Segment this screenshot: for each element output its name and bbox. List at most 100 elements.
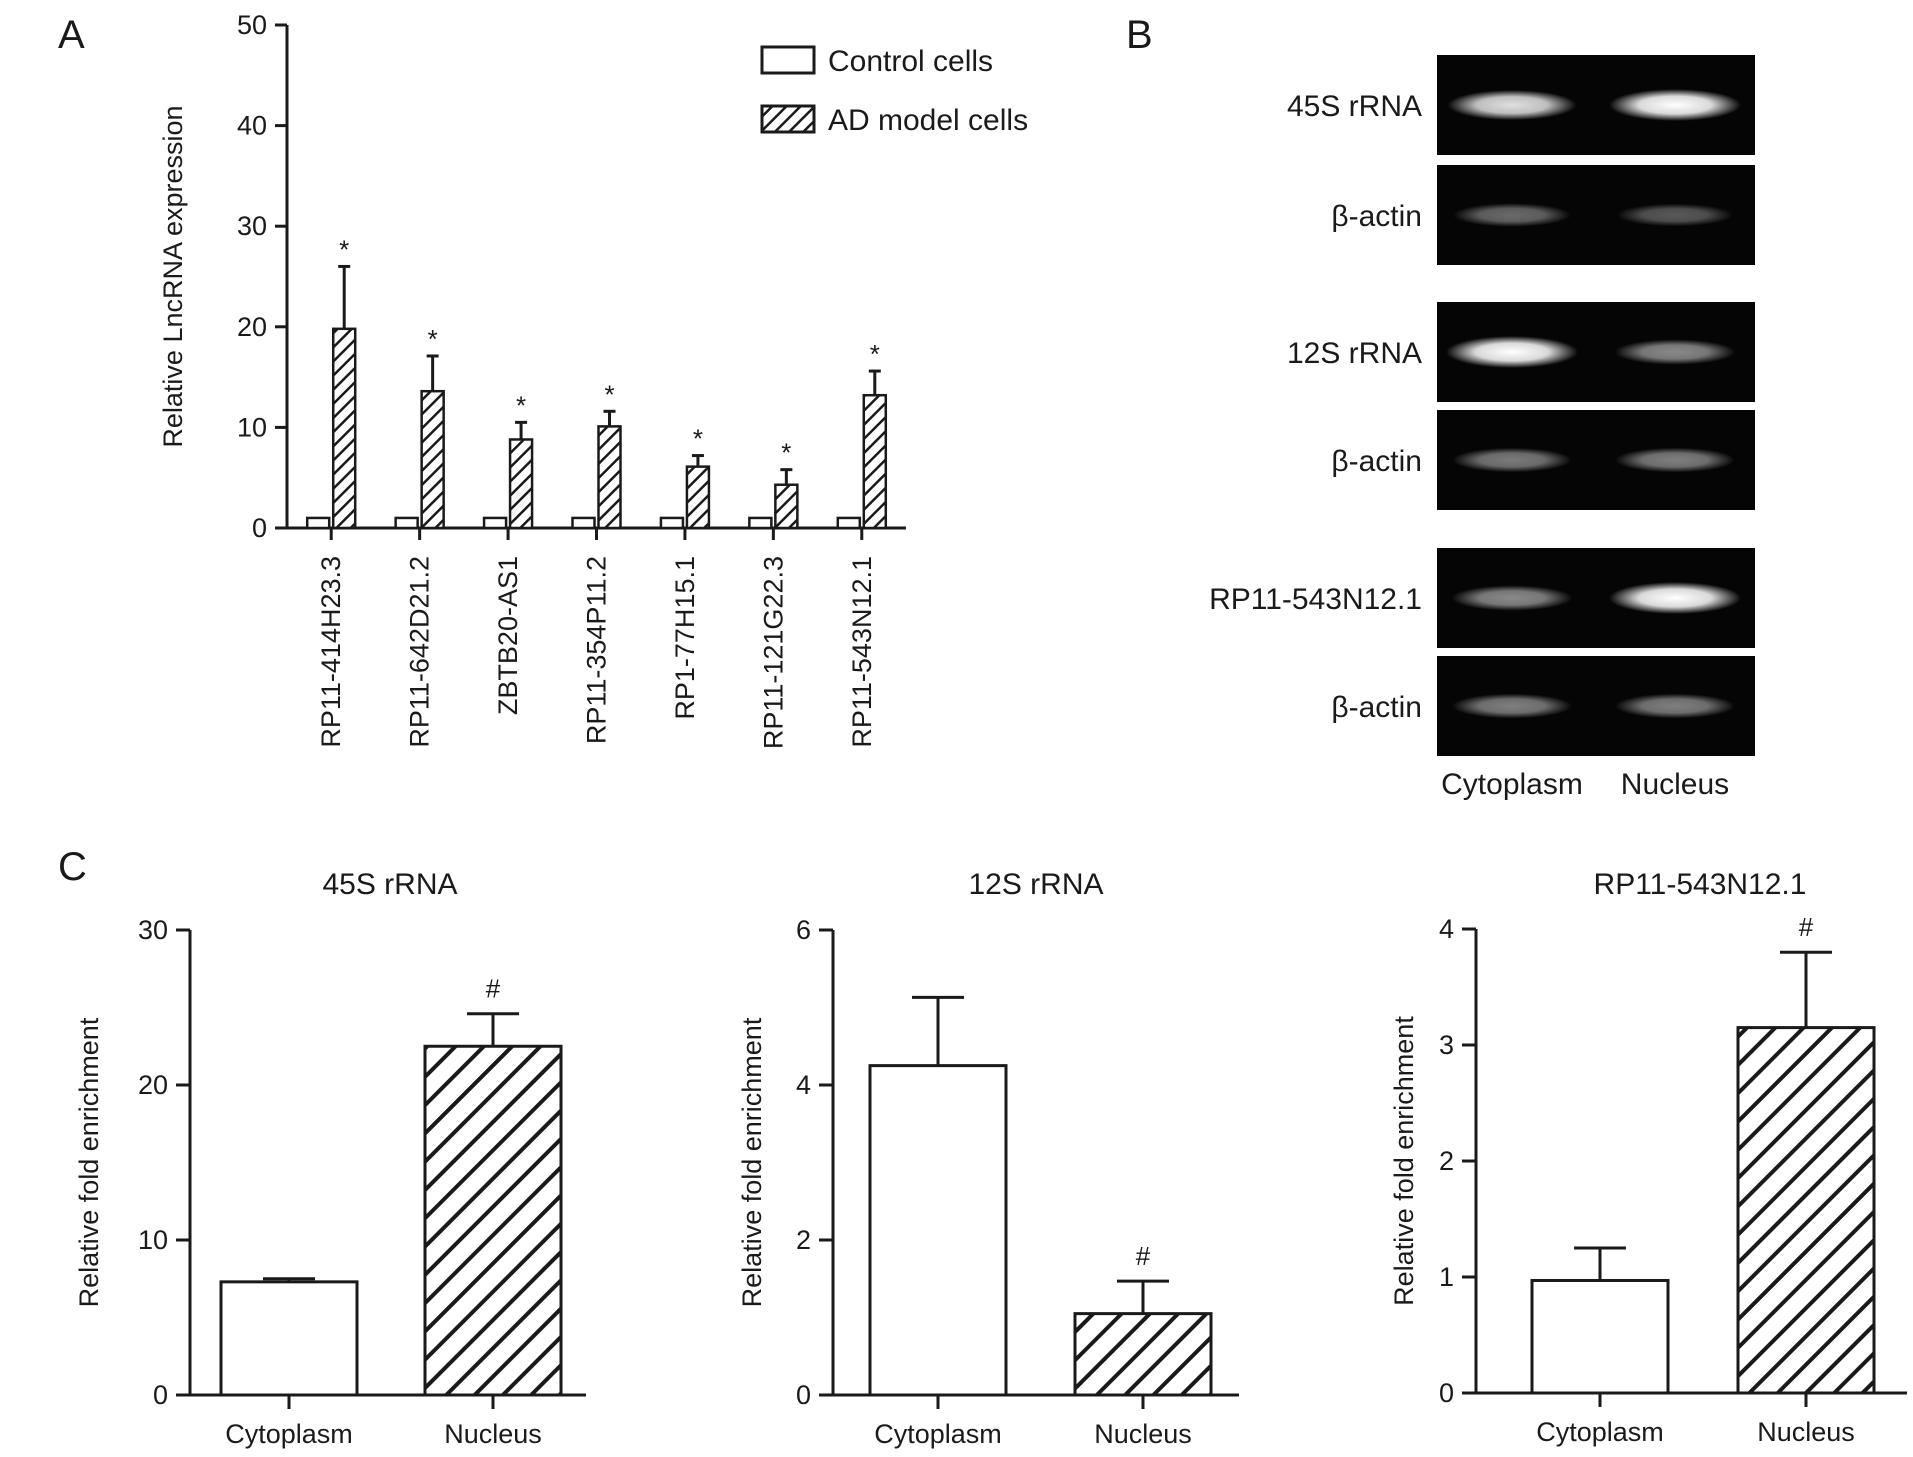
bar-cytoplasm	[868, 1064, 1008, 1397]
gel-row-label-beta-actin: β-actin	[1331, 691, 1422, 724]
band-nucleus	[1615, 693, 1735, 719]
bar-ad-model-cells	[862, 393, 888, 530]
band-cytoplasm	[1446, 336, 1578, 368]
y-tick-label: 6	[796, 915, 811, 945]
bar-cytoplasm	[1530, 1278, 1670, 1395]
x-category-label: RP11-354P11.2	[582, 556, 612, 744]
chart-c-45s-rrna: 0 10 20 30 Relative fold enrichment 45S rRNA C…	[74, 868, 586, 1449]
significance-marker: #	[1799, 912, 1814, 942]
chart-title: 12S rRNA	[968, 868, 1103, 901]
legend-label: Control cells	[828, 45, 993, 78]
x-category-label: RP11-543N12.1	[847, 556, 877, 748]
bar-nucleus	[1073, 1312, 1213, 1397]
x-category-label: ZBTB20-AS1	[493, 556, 523, 715]
bar-ad-model-cells	[331, 327, 357, 530]
y-tick-label: 4	[1439, 914, 1454, 944]
significance-marker: #	[486, 974, 501, 1004]
y-tick-label: 0	[153, 1380, 168, 1410]
band-cytoplasm	[1453, 203, 1571, 227]
chart-title: 45S rRNA	[322, 868, 457, 901]
lane-label-cytoplasm: Cytoplasm	[1441, 768, 1583, 801]
band-cytoplasm	[1451, 585, 1573, 611]
y-tick-label: 3	[1439, 1030, 1454, 1060]
y-tick-label: 20	[138, 1070, 168, 1100]
y-tick-label: 50	[237, 10, 267, 40]
bar-nucleus	[1736, 1026, 1876, 1395]
gel-row-label-target: 45S rRNA	[1287, 90, 1422, 123]
significance-marker: *	[781, 438, 791, 468]
x-category-label: Cytoplasm	[874, 1419, 1002, 1449]
significance-marker: *	[870, 339, 880, 369]
bar-ad-model-cells	[685, 465, 711, 530]
x-category-label: RP11-642D21.2	[405, 556, 435, 748]
y-tick-label: 40	[237, 111, 267, 141]
panel-letter-b: B	[1126, 13, 1153, 57]
y-tick-label: 4	[796, 1070, 811, 1100]
y-tick-label: 1	[1439, 1262, 1454, 1292]
panel-letter-a: A	[58, 13, 85, 57]
y-tick-label: 0	[796, 1380, 811, 1410]
bar-control-cells	[305, 516, 331, 530]
significance-marker: *	[604, 379, 614, 409]
bar-control-cells	[571, 516, 596, 530]
y-axis-label: Relative fold enrichment	[1389, 1016, 1419, 1306]
panel-letter-c: C	[58, 845, 87, 889]
band-cytoplasm	[1452, 447, 1572, 473]
significance-marker: *	[428, 324, 438, 354]
legend-label: AD model cells	[828, 104, 1028, 137]
significance-marker: #	[1136, 1241, 1151, 1271]
bar-nucleus	[423, 1044, 563, 1397]
y-tick-label: 10	[237, 412, 267, 442]
bar-control-cells	[482, 516, 508, 530]
bar-ad-model-cells	[420, 389, 445, 530]
x-category-label: RP11-121G22.3	[758, 556, 788, 749]
band-cytoplasm	[1452, 693, 1572, 719]
bar-ad-model-cells	[774, 483, 799, 530]
significance-marker: *	[516, 390, 526, 420]
significance-marker: *	[339, 234, 349, 264]
x-category-label: RP11-414H23.3	[316, 556, 346, 748]
y-tick-label: 2	[796, 1225, 811, 1255]
gel-row-label-beta-actin: β-actin	[1331, 200, 1422, 233]
band-nucleus	[1616, 203, 1734, 227]
x-category-label: Nucleus	[1094, 1419, 1192, 1449]
x-category-label: Cytoplasm	[1536, 1417, 1664, 1447]
x-category-label: Cytoplasm	[225, 1419, 353, 1449]
band-nucleus	[1615, 447, 1735, 473]
band-nucleus	[1609, 89, 1741, 121]
chart-title: RP11-543N12.1	[1594, 868, 1807, 901]
y-tick-label: 20	[237, 312, 267, 342]
gel-row-label-beta-actin: β-actin	[1331, 445, 1422, 478]
band-nucleus	[1609, 582, 1741, 614]
y-tick-label: 0	[1439, 1378, 1454, 1408]
band-nucleus	[1614, 339, 1736, 365]
chart-a-relative-lncrna-expression: 0 10 20 30 40 50 Relative LncRNA expression * RP…	[158, 10, 1028, 749]
bar-control-cells	[394, 516, 419, 530]
x-category-label: RP1-77H15.1	[670, 556, 700, 720]
gel-row-label-target: 12S rRNA	[1287, 337, 1422, 370]
y-axis-label: Relative fold enrichment	[737, 1017, 767, 1307]
y-tick-label: 10	[138, 1225, 168, 1255]
bar-cytoplasm	[219, 1280, 359, 1397]
gel-row-label-target: RP11-543N12.1	[1209, 583, 1422, 616]
chart-c-12s-rrna: 0 2 4 6 Relative fold enrichment 12S rRNA Cyto…	[737, 868, 1239, 1449]
y-axis-label: Relative fold enrichment	[74, 1017, 104, 1307]
legend-swatch-ad-model	[760, 104, 816, 134]
bar-ad-model-cells	[597, 425, 622, 530]
bar-control-cells	[836, 516, 862, 530]
bar-ad-model-cells	[508, 438, 534, 530]
lane-label-nucleus: Nucleus	[1621, 768, 1729, 801]
x-category-label: Nucleus	[444, 1419, 542, 1449]
bar-control-cells	[748, 516, 773, 530]
legend-swatch-control	[760, 45, 816, 75]
x-category-label: Nucleus	[1757, 1417, 1855, 1447]
y-tick-label: 30	[237, 211, 267, 241]
y-tick-label: 30	[138, 915, 168, 945]
y-tick-label: 2	[1439, 1146, 1454, 1176]
y-axis-label: Relative LncRNA expression	[158, 105, 188, 447]
y-tick-label: 0	[252, 513, 267, 543]
band-cytoplasm	[1447, 89, 1577, 121]
chart-c-rp11-543n12-1: 0 1 2 3 4 Relative fold enrichment RP11-543N12…	[1389, 868, 1907, 1447]
gel-b-rna-localization: 45S rRNA β-actin 12S rRNA β-actin RP11-543N1…	[1209, 55, 1755, 801]
